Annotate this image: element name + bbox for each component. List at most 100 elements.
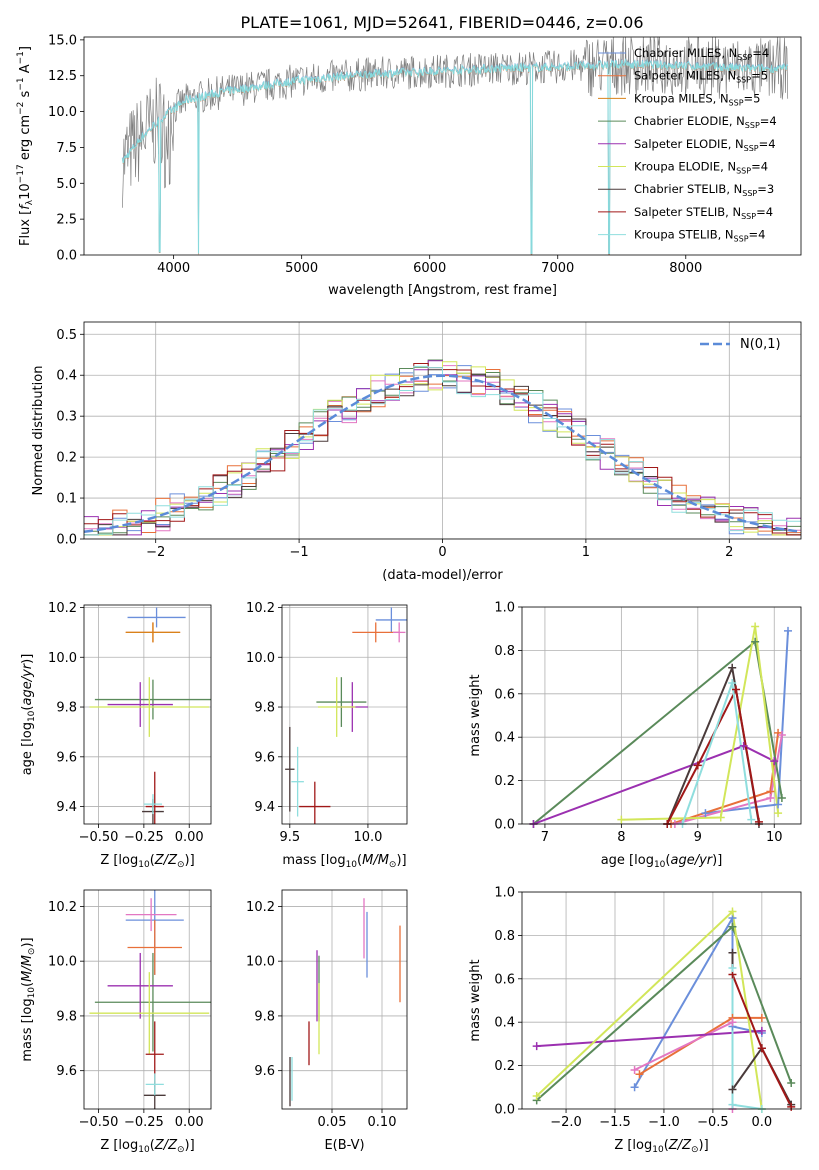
panel-age-vs-mass: 9.5 10.0 9.4 9.6 9.8 10.0 10.2 mass [log10(M/M⊙… [246, 601, 408, 870]
y-tick-label: 0.6 [494, 972, 515, 987]
y-tick-label: 10.0 [246, 955, 275, 970]
weight-point-marker [532, 1042, 541, 1051]
y-tick-label: 0.8 [494, 929, 515, 944]
legend-entry: Chabrier STELIB, NSSP=3 [634, 182, 774, 198]
weight-series-line [536, 1029, 762, 1048]
x-tick-label: −0.50 [79, 830, 119, 845]
y-tick-label: 0.4 [494, 1016, 515, 1031]
x-tick-label: 4000 [157, 261, 190, 276]
x-tick-label: −1.5 [599, 1115, 631, 1130]
plot-area [84, 605, 211, 824]
x-axis-label: Z [log10(Z/Z⊙)] [614, 1138, 708, 1155]
plot-area [121, 37, 789, 255]
y-tick-label: 1.0 [494, 601, 515, 616]
x-axis-label: Z [log10(Z/Z⊙)] [100, 1138, 194, 1155]
gaussian-curve [84, 374, 801, 534]
weight-point-marker [728, 922, 737, 931]
x-tick-label: 9 [694, 830, 702, 845]
x-tick-label: 7 [541, 830, 549, 845]
y-tick-label: 10.2 [48, 900, 77, 915]
x-tick-label: 2 [725, 545, 733, 560]
x-tick-label: 0.00 [175, 830, 204, 845]
panel-spectrum: 4000 5000 6000 7000 8000 0.0 2.5 5.0 7.5 10.0 12.5… [16, 33, 802, 298]
y-tick-label: 9.6 [56, 750, 77, 765]
weight-point-marker [787, 1078, 796, 1087]
x-axis-label: wavelength [Angstrom, rest frame] [328, 283, 557, 298]
weight-point-marker [728, 948, 737, 957]
axes-frame [83, 889, 212, 1110]
weight-point-marker [532, 1091, 541, 1100]
weight-point-marker [739, 741, 748, 750]
y-tick-label: 9.8 [56, 1009, 77, 1024]
plot-area [522, 892, 801, 1109]
weight-point-marker [716, 813, 725, 822]
y-tick-label: 7.5 [56, 141, 77, 156]
x-axis-label: Z [log10(Z/Z⊙)] [100, 853, 194, 870]
weight-point-marker [751, 637, 760, 646]
y-axis-label: mass weight [468, 674, 483, 756]
y-tick-label: 10.0 [48, 105, 77, 120]
weight-point-marker [754, 817, 763, 826]
y-axis-label: age [log10(age/yr)] [20, 654, 37, 776]
x-axis-label: mass [log10(M/M⊙)] [282, 853, 406, 870]
y-tick-label: 10.2 [48, 601, 77, 616]
x-tick-label: 10.0 [353, 830, 382, 845]
y-axis-label: Normed distribution [31, 366, 46, 496]
weight-point-marker [787, 1102, 796, 1111]
y-tick-label: 12.5 [48, 69, 77, 84]
weight-point-marker [630, 1065, 639, 1074]
y-tick-label: 0.0 [494, 818, 515, 833]
weight-point-marker [757, 1013, 766, 1022]
y-tick-label: 0.0 [494, 1103, 515, 1118]
y-tick-label: 9.4 [56, 800, 77, 815]
legend-entry: Kroupa MILES, NSSP=5 [634, 91, 760, 107]
weight-point-marker [635, 1070, 644, 1079]
y-axis-label: Flux [fλ10−17 erg cm−2 s−1 A−1] [16, 46, 35, 246]
y-tick-label: 0.2 [56, 451, 77, 466]
weight-point-marker [751, 622, 760, 631]
legend-entry: Chabrier ELODIE, NSSP=4 [634, 114, 777, 130]
y-tick-label: 5.0 [56, 177, 77, 192]
panel-age-vs-Z: −0.50 −0.25 0.00 9.4 9.6 9.8 10.0 10.2 Z [log10(… [20, 601, 212, 870]
weight-point-marker [728, 1085, 737, 1094]
weight-point-marker [728, 907, 737, 916]
panel-weight-vs-Z: −2.0 −1.5 −1.0 −0.5 0.0 0.0 0.2 0.4 0.6 0.8 1.0 Z [… [468, 886, 802, 1155]
figure-title: PLATE=1061, MJD=52641, FIBERID=0446, z=0… [240, 13, 643, 32]
y-tick-label: 0.4 [56, 369, 77, 384]
panel-residual-hist: −2 −1 0 1 2 0.0 0.1 0.2 0.3 0.4 0.5 N(0,1) (data-mod… [31, 321, 802, 583]
y-tick-label: 0.2 [494, 774, 515, 789]
weight-point-marker [728, 1018, 737, 1027]
y-tick-label: 0.0 [56, 533, 77, 548]
x-tick-label: 0.05 [318, 1115, 347, 1130]
y-tick-label: 9.8 [254, 1009, 275, 1024]
spectrum-model-line [121, 57, 789, 255]
x-tick-label: −1.0 [648, 1115, 680, 1130]
weight-series-line [532, 639, 783, 824]
y-axis-label: mass [log10(M/M⊙)] [20, 937, 37, 1061]
legend-entry: Salpeter STELIB, NSSP=4 [634, 205, 773, 221]
weight-point-marker [757, 1044, 766, 1053]
y-tick-label: 10.2 [246, 900, 275, 915]
x-tick-label: 1 [582, 545, 590, 560]
legend-entry: Kroupa ELODIE, NSSP=4 [634, 160, 768, 176]
x-axis-label: E(B-V) [324, 1138, 364, 1153]
weight-point-marker [777, 793, 786, 802]
x-tick-label: 9.5 [279, 830, 300, 845]
x-axis-label: age [log10(age/yr)] [601, 853, 723, 870]
y-tick-label: 9.4 [254, 800, 275, 815]
legend-entry: Kroupa STELIB, NSSP=4 [634, 228, 765, 244]
x-tick-label: 0 [438, 545, 446, 560]
x-tick-label: 10 [766, 830, 783, 845]
x-tick-label: −0.50 [79, 1115, 119, 1130]
y-tick-label: 0.0 [56, 249, 77, 264]
panel-mass-vs-Z: −0.50 −0.25 0.00 9.6 9.8 10.0 10.2 Z [log10(Z/Z… [20, 889, 212, 1155]
plot-area [84, 890, 211, 1109]
weight-point-marker [728, 663, 737, 672]
axes-frame [83, 36, 802, 256]
y-tick-label: 0.2 [494, 1059, 515, 1074]
weight-point-marker [728, 1100, 737, 1109]
weight-point-marker [728, 678, 737, 687]
legend-entry: Salpeter ELODIE, NSSP=4 [634, 137, 776, 153]
weight-point-marker [777, 731, 786, 740]
